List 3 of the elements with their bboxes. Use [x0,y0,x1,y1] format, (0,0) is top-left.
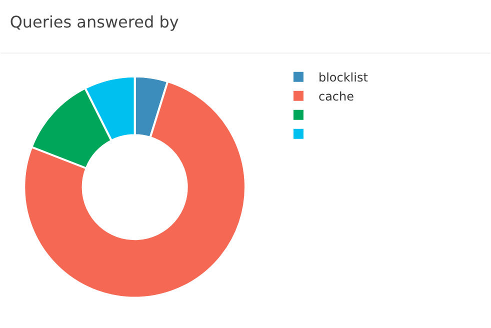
legend-label: cache [318,90,354,104]
chart-title: Queries answered by [10,12,179,32]
legend-label: blocklist [318,70,368,85]
